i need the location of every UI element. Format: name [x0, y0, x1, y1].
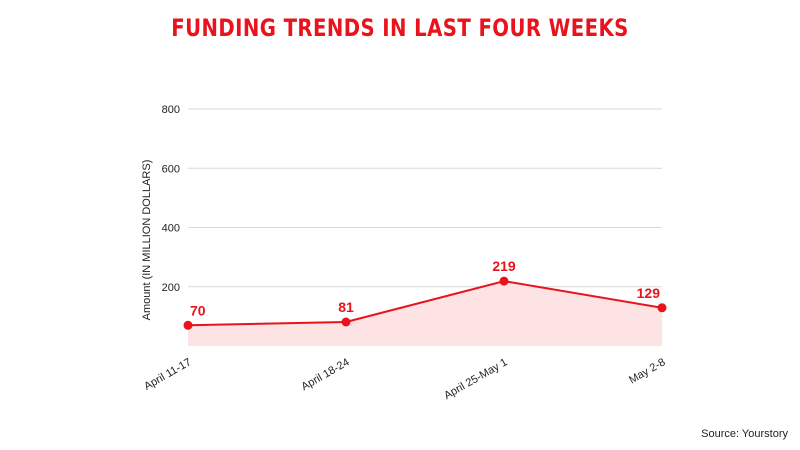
data-label: 81 — [338, 299, 354, 315]
data-point — [657, 303, 667, 313]
data-label: 70 — [190, 302, 206, 318]
y-tick-label: 800 — [162, 104, 180, 116]
y-tick-label: 400 — [162, 223, 180, 235]
series-area-fill — [188, 281, 662, 346]
series-line — [187, 280, 663, 327]
y-axis-tick-labels: 200 400 600 800 — [162, 104, 180, 294]
data-label: 219 — [492, 258, 516, 274]
data-label: 129 — [637, 285, 661, 301]
x-axis-tick-labels: April 11-17 April 18-24 April 25-May 1 May … — [142, 356, 667, 402]
x-tick-label: May 2-8 — [627, 356, 667, 386]
x-tick-label: April 11-17 — [142, 356, 193, 393]
x-tick-label: April 25-May 1 — [442, 356, 509, 402]
data-points — [183, 276, 667, 330]
y-axis-label: Amount (IN MILLION DOLLARS) — [141, 160, 153, 321]
data-point — [183, 320, 193, 330]
y-tick-label: 200 — [162, 282, 180, 294]
gridlines — [188, 108, 662, 288]
x-tick-label: April 18-24 — [299, 356, 351, 393]
y-tick-label: 600 — [162, 163, 180, 175]
data-labels: 70 81 219 129 — [190, 258, 660, 318]
chart-title: FUNDING TRENDS IN LAST FOUR WEEKS — [171, 14, 629, 42]
data-point — [499, 276, 509, 286]
data-point — [341, 317, 351, 327]
source-note: Source: Yourstory — [701, 428, 788, 440]
